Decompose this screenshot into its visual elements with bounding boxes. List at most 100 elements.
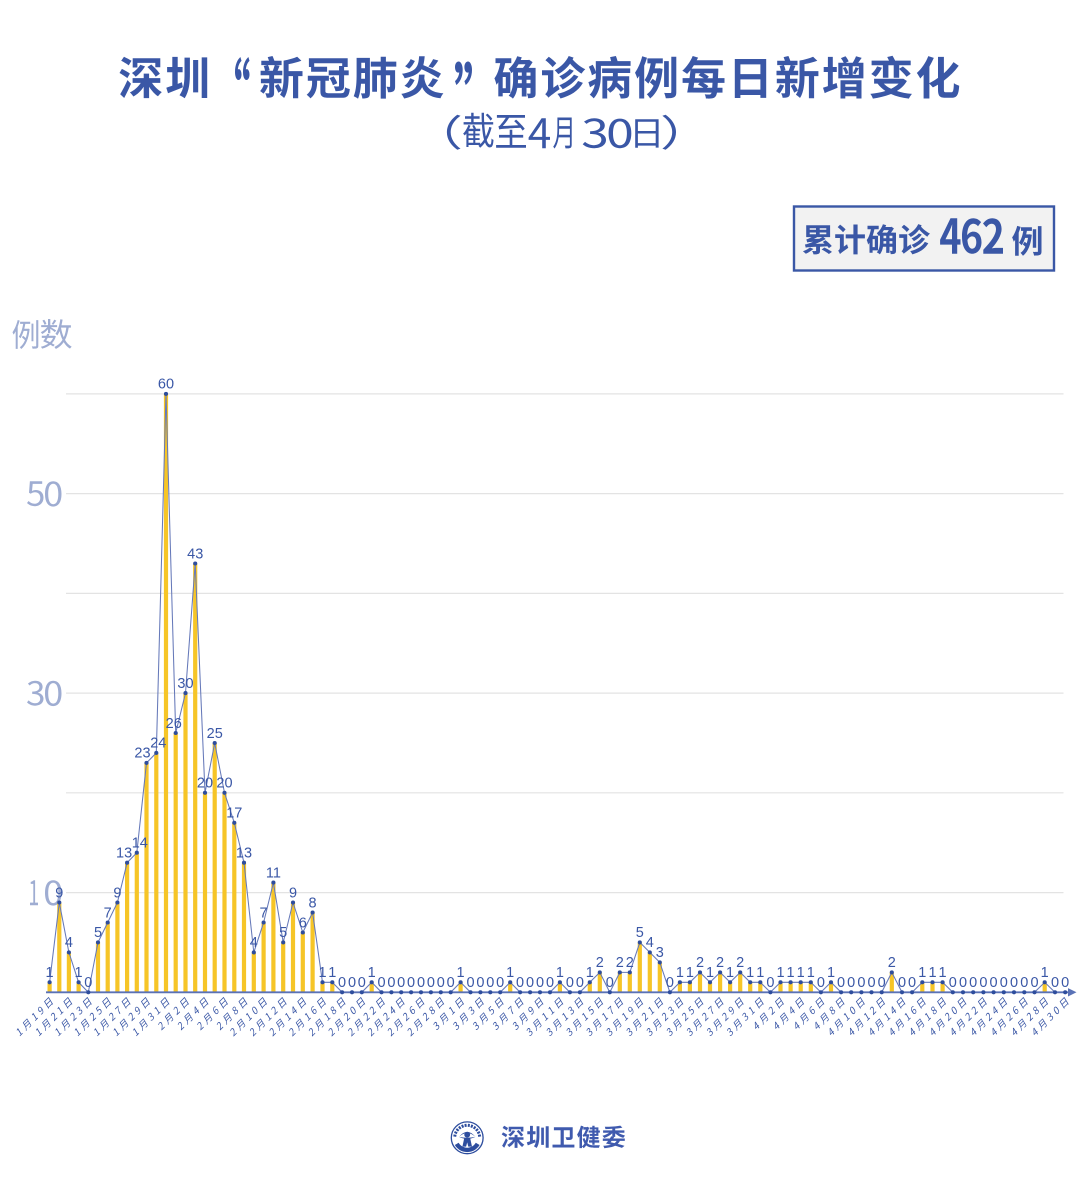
svg-text:0: 0 (536, 975, 544, 991)
svg-text:1: 1 (556, 965, 564, 981)
svg-text:23: 23 (134, 746, 150, 762)
svg-text:5: 5 (636, 925, 644, 941)
svg-text:6: 6 (299, 915, 307, 931)
svg-text:4: 4 (250, 935, 258, 951)
svg-text:1: 1 (756, 965, 764, 981)
svg-text:1: 1 (787, 965, 795, 981)
svg-text:30: 30 (177, 676, 193, 692)
svg-text:0: 0 (447, 975, 455, 991)
svg-text:4: 4 (65, 935, 73, 951)
svg-text:2: 2 (736, 955, 744, 971)
svg-text:1: 1 (46, 965, 54, 981)
svg-text:0: 0 (878, 975, 886, 991)
svg-text:1: 1 (318, 965, 326, 981)
svg-text:0: 0 (348, 975, 356, 991)
svg-text:9: 9 (113, 885, 121, 901)
svg-text:0: 0 (1020, 975, 1028, 991)
svg-text:43: 43 (187, 546, 203, 562)
svg-text:0: 0 (397, 975, 405, 991)
svg-text:0: 0 (476, 975, 484, 991)
svg-text:1: 1 (328, 965, 336, 981)
svg-text:1: 1 (457, 965, 465, 981)
svg-text:24: 24 (150, 736, 166, 752)
svg-text:0: 0 (949, 975, 957, 991)
svg-text:25: 25 (207, 726, 223, 742)
svg-text:0: 0 (496, 975, 504, 991)
svg-text:13: 13 (116, 846, 132, 862)
svg-text:0: 0 (566, 975, 574, 991)
svg-text:1: 1 (75, 965, 83, 981)
svg-text:0: 0 (407, 975, 415, 991)
svg-text:0: 0 (486, 975, 494, 991)
svg-text:0: 0 (857, 975, 865, 991)
svg-text:0: 0 (526, 975, 534, 991)
svg-text:0: 0 (959, 975, 967, 991)
svg-text:0: 0 (1010, 975, 1018, 991)
svg-text:0: 0 (1030, 975, 1038, 991)
svg-text:0: 0 (867, 975, 875, 991)
svg-text:2: 2 (626, 955, 634, 971)
svg-text:0: 0 (358, 975, 366, 991)
svg-text:0: 0 (1000, 975, 1008, 991)
svg-text:0: 0 (766, 975, 774, 991)
svg-text:0: 0 (1061, 975, 1069, 991)
svg-text:0: 0 (377, 975, 385, 991)
svg-text:0: 0 (990, 975, 998, 991)
svg-text:20: 20 (197, 776, 213, 792)
svg-text:7: 7 (104, 905, 112, 921)
svg-text:2: 2 (596, 955, 604, 971)
svg-text:2: 2 (888, 955, 896, 971)
svg-text:1: 1 (726, 965, 734, 981)
svg-text:0: 0 (666, 975, 674, 991)
svg-text:4: 4 (646, 935, 654, 951)
svg-text:0: 0 (466, 975, 474, 991)
svg-text:0: 0 (908, 975, 916, 991)
svg-text:1: 1 (706, 965, 714, 981)
svg-text:1: 1 (586, 965, 594, 981)
svg-text:1: 1 (797, 965, 805, 981)
svg-text:1: 1 (918, 965, 926, 981)
svg-text:0: 0 (338, 975, 346, 991)
svg-text:2: 2 (616, 955, 624, 971)
svg-text:0: 0 (847, 975, 855, 991)
svg-text:26: 26 (166, 716, 182, 732)
svg-text:1: 1 (827, 965, 835, 981)
svg-text:0: 0 (817, 975, 825, 991)
svg-text:1: 1 (928, 965, 936, 981)
svg-text:1: 1 (776, 965, 784, 981)
svg-text:0: 0 (437, 975, 445, 991)
svg-text:8: 8 (309, 895, 317, 911)
svg-text:2: 2 (696, 955, 704, 971)
svg-text:0: 0 (606, 975, 614, 991)
svg-text:20: 20 (216, 776, 232, 792)
svg-text:7: 7 (260, 905, 268, 921)
svg-text:0: 0 (898, 975, 906, 991)
svg-text:0: 0 (417, 975, 425, 991)
svg-text:17: 17 (226, 806, 242, 822)
svg-text:0: 0 (427, 975, 435, 991)
svg-text:1: 1 (676, 965, 684, 981)
svg-text:13: 13 (236, 846, 252, 862)
svg-text:1: 1 (1041, 965, 1049, 981)
svg-text:0: 0 (837, 975, 845, 991)
svg-text:0: 0 (84, 975, 92, 991)
svg-text:1: 1 (368, 965, 376, 981)
svg-text:0: 0 (1051, 975, 1059, 991)
svg-text:0: 0 (969, 975, 977, 991)
svg-text:0: 0 (516, 975, 524, 991)
svg-text:1: 1 (807, 965, 815, 981)
svg-text:9: 9 (55, 885, 63, 901)
svg-text:1: 1 (746, 965, 754, 981)
svg-text:2: 2 (716, 955, 724, 971)
svg-text:60: 60 (158, 377, 174, 393)
svg-text:9: 9 (289, 885, 297, 901)
svg-text:1: 1 (686, 965, 694, 981)
svg-text:0: 0 (979, 975, 987, 991)
svg-text:3: 3 (656, 945, 664, 961)
svg-text:5: 5 (279, 925, 287, 941)
svg-text:0: 0 (546, 975, 554, 991)
svg-text:0: 0 (387, 975, 395, 991)
svg-text:11: 11 (266, 865, 281, 881)
svg-text:1: 1 (939, 965, 947, 981)
svg-text:14: 14 (132, 836, 148, 852)
